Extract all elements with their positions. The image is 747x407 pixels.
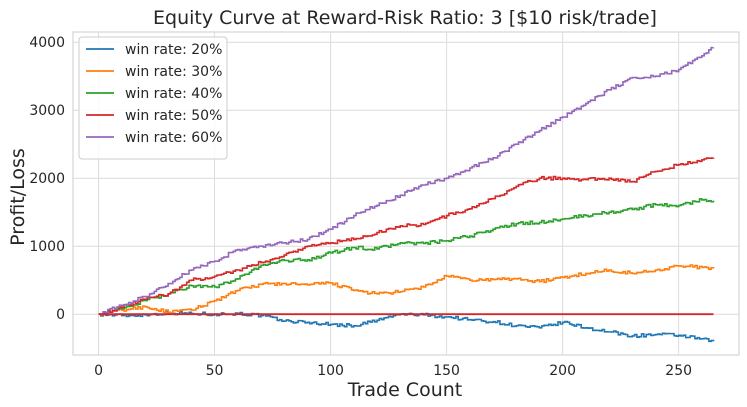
- series-line-4: [98, 157, 715, 316]
- legend-label-4: win rate: 50%: [125, 108, 222, 124]
- y-axis-label: Profit/Loss: [7, 148, 29, 246]
- legend-label-2: win rate: 30%: [125, 64, 222, 80]
- chart-title: Equity Curve at Reward-Risk Ratio: 3 [$1…: [153, 7, 657, 29]
- y-tick-label: 2000: [29, 171, 65, 187]
- tick-labels: 0 50 100 150 200 250 0 1000 2000 3000 4000: [29, 35, 692, 379]
- series-lines: [98, 46, 715, 343]
- x-tick-label: 150: [433, 363, 460, 379]
- legend-label-3: win rate: 40%: [125, 86, 222, 102]
- x-tick-label: 50: [206, 363, 224, 379]
- series-line-3: [98, 198, 715, 317]
- x-tick-label: 250: [665, 363, 692, 379]
- legend-label-1: win rate: 20%: [125, 42, 222, 58]
- y-tick-label: 4000: [29, 35, 65, 51]
- series-line-2: [98, 264, 715, 317]
- y-tick-label: 3000: [29, 103, 65, 119]
- x-axis-label: Trade Count: [347, 379, 462, 401]
- x-tick-label: 0: [94, 363, 103, 379]
- y-tick-label: 0: [56, 307, 65, 323]
- y-tick-label: 1000: [29, 239, 65, 255]
- legend: win rate: 20% win rate: 30% win rate: 40% w…: [78, 36, 228, 160]
- x-tick-label: 100: [317, 363, 344, 379]
- series-line-5: [98, 46, 715, 316]
- legend-label-5: win rate: 60%: [125, 130, 222, 146]
- legend-box: [78, 36, 228, 160]
- x-tick-label: 200: [549, 363, 576, 379]
